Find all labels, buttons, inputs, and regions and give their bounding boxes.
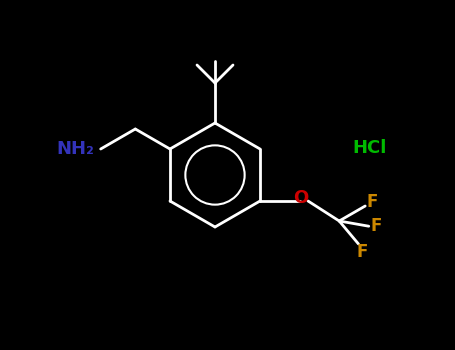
Text: F: F <box>367 193 378 211</box>
Text: NH₂: NH₂ <box>57 140 95 158</box>
Text: F: F <box>357 243 368 261</box>
Text: F: F <box>370 217 381 235</box>
Text: O: O <box>293 189 308 207</box>
Text: HCl: HCl <box>353 139 387 157</box>
